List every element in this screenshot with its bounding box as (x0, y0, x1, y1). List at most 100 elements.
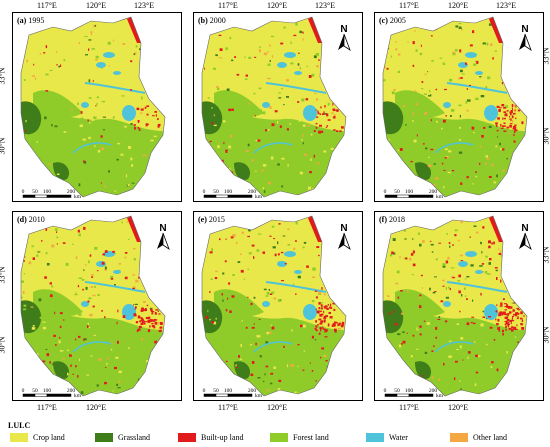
land-patch (54, 125, 58, 128)
built-up-patch (54, 344, 57, 346)
land-patch (480, 323, 484, 327)
land-patch (324, 63, 328, 67)
land-patch (149, 274, 151, 278)
built-up-patch (148, 316, 150, 319)
built-up-patch (87, 119, 89, 122)
land-patch (161, 350, 164, 352)
land-patch (299, 30, 302, 34)
land-patch (89, 313, 93, 317)
land-patch (429, 287, 431, 291)
built-up-patch (502, 117, 504, 120)
land-patch (215, 317, 217, 320)
lulc-map (382, 215, 528, 397)
built-up-patch (452, 277, 456, 279)
land-patch (475, 60, 476, 63)
land-patch (506, 351, 508, 354)
land-patch (397, 333, 401, 336)
land-patch (540, 119, 543, 121)
land-patch (94, 144, 96, 148)
longitude-label-bottom: 120°E (448, 403, 469, 412)
river (434, 341, 474, 353)
land-patch (502, 169, 505, 172)
land-patch (302, 246, 305, 249)
built-up-patch (234, 56, 236, 58)
built-up-patch (509, 319, 513, 323)
built-up-patch (139, 325, 142, 329)
land-patch (152, 390, 156, 392)
land-patch (253, 219, 256, 222)
river (253, 142, 293, 154)
built-up-patch (385, 29, 389, 32)
built-up-patch (309, 362, 311, 364)
land-patch (427, 164, 432, 168)
built-up-patch (315, 290, 318, 292)
built-up-patch (140, 317, 143, 319)
land-patch (358, 368, 359, 370)
land-patch (93, 24, 96, 28)
land-patch (502, 388, 504, 391)
scale-bar-wrapper: 0 50 100 200 km (383, 187, 453, 201)
land-patch (268, 331, 272, 334)
land-patch (519, 392, 521, 394)
land-patch (194, 126, 195, 127)
built-up-patch (479, 162, 481, 165)
grassland-area (383, 300, 404, 334)
built-up-patch (481, 135, 484, 138)
land-patch (424, 112, 427, 115)
built-up-patch (521, 121, 524, 125)
land-patch (171, 58, 174, 60)
land-patch (101, 100, 105, 103)
land-patch (215, 270, 218, 273)
land-patch (247, 268, 249, 270)
land-patch (142, 154, 145, 157)
land-patch (444, 148, 448, 151)
panel-letter: (a) (17, 16, 27, 25)
built-up-patch (520, 317, 523, 320)
land-patch (34, 77, 37, 80)
built-up-patch (482, 316, 485, 318)
land-patch (164, 179, 165, 182)
built-up-patch (100, 135, 103, 138)
built-up-patch (153, 326, 156, 329)
land-patch (171, 89, 174, 91)
legend-label: Forest land (293, 432, 329, 442)
land-patch (543, 75, 544, 76)
land-patch (526, 61, 527, 64)
water-body (465, 251, 477, 257)
land-patch (41, 97, 45, 100)
built-up-patch (511, 107, 513, 111)
land-patch (452, 52, 456, 56)
built-up-patch (143, 309, 146, 312)
built-up-patch (104, 316, 106, 319)
built-up-patch (324, 306, 327, 309)
land-patch (241, 231, 245, 234)
land-patch (448, 150, 452, 153)
land-patch (438, 316, 441, 319)
land-patch (325, 50, 327, 53)
scale-bar-wrapper: 0 50 100 200 km (21, 187, 91, 201)
land-patch (542, 151, 544, 154)
land-patch (272, 17, 275, 20)
built-up-patch (469, 84, 471, 86)
built-up-patch (211, 378, 214, 381)
built-up-patch (269, 293, 273, 295)
built-up-patch (502, 311, 506, 314)
built-up-patch (318, 302, 321, 305)
panel-label: (d) 2010 (17, 215, 45, 224)
land-patch (484, 194, 487, 197)
land-patch (456, 323, 459, 325)
built-up-patch (132, 287, 135, 290)
land-patch (228, 145, 232, 149)
land-patch (85, 54, 88, 56)
north-arrow: N (334, 23, 354, 51)
north-arrow: N (515, 23, 535, 51)
land-patch (17, 47, 19, 48)
built-up-patch (504, 306, 507, 308)
land-patch (146, 360, 150, 363)
land-patch (403, 229, 406, 232)
land-patch (290, 62, 294, 65)
built-up-patch (471, 126, 475, 130)
built-up-patch (466, 298, 468, 300)
built-up-patch (420, 274, 423, 277)
land-patch (398, 344, 402, 348)
